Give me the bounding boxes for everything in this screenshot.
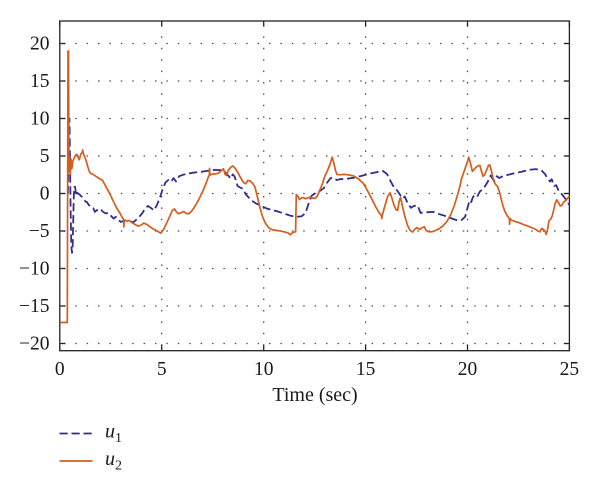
svg-text:25: 25: [560, 359, 580, 380]
svg-text:0: 0: [55, 359, 65, 380]
svg-text:10: 10: [254, 359, 274, 380]
svg-text:20: 20: [30, 34, 50, 55]
svg-text:−15: −15: [19, 296, 50, 317]
svg-text:10: 10: [30, 109, 50, 130]
svg-text:−5: −5: [29, 221, 50, 242]
svg-text:5: 5: [157, 359, 167, 380]
svg-text:Time (sec): Time (sec): [272, 384, 357, 406]
svg-text:0: 0: [40, 184, 50, 205]
svg-text:20: 20: [458, 359, 478, 380]
svg-text:5: 5: [40, 146, 50, 167]
svg-text:15: 15: [30, 71, 50, 92]
svg-text:−20: −20: [19, 334, 50, 355]
svg-text:15: 15: [356, 359, 376, 380]
svg-text:−10: −10: [19, 259, 50, 280]
